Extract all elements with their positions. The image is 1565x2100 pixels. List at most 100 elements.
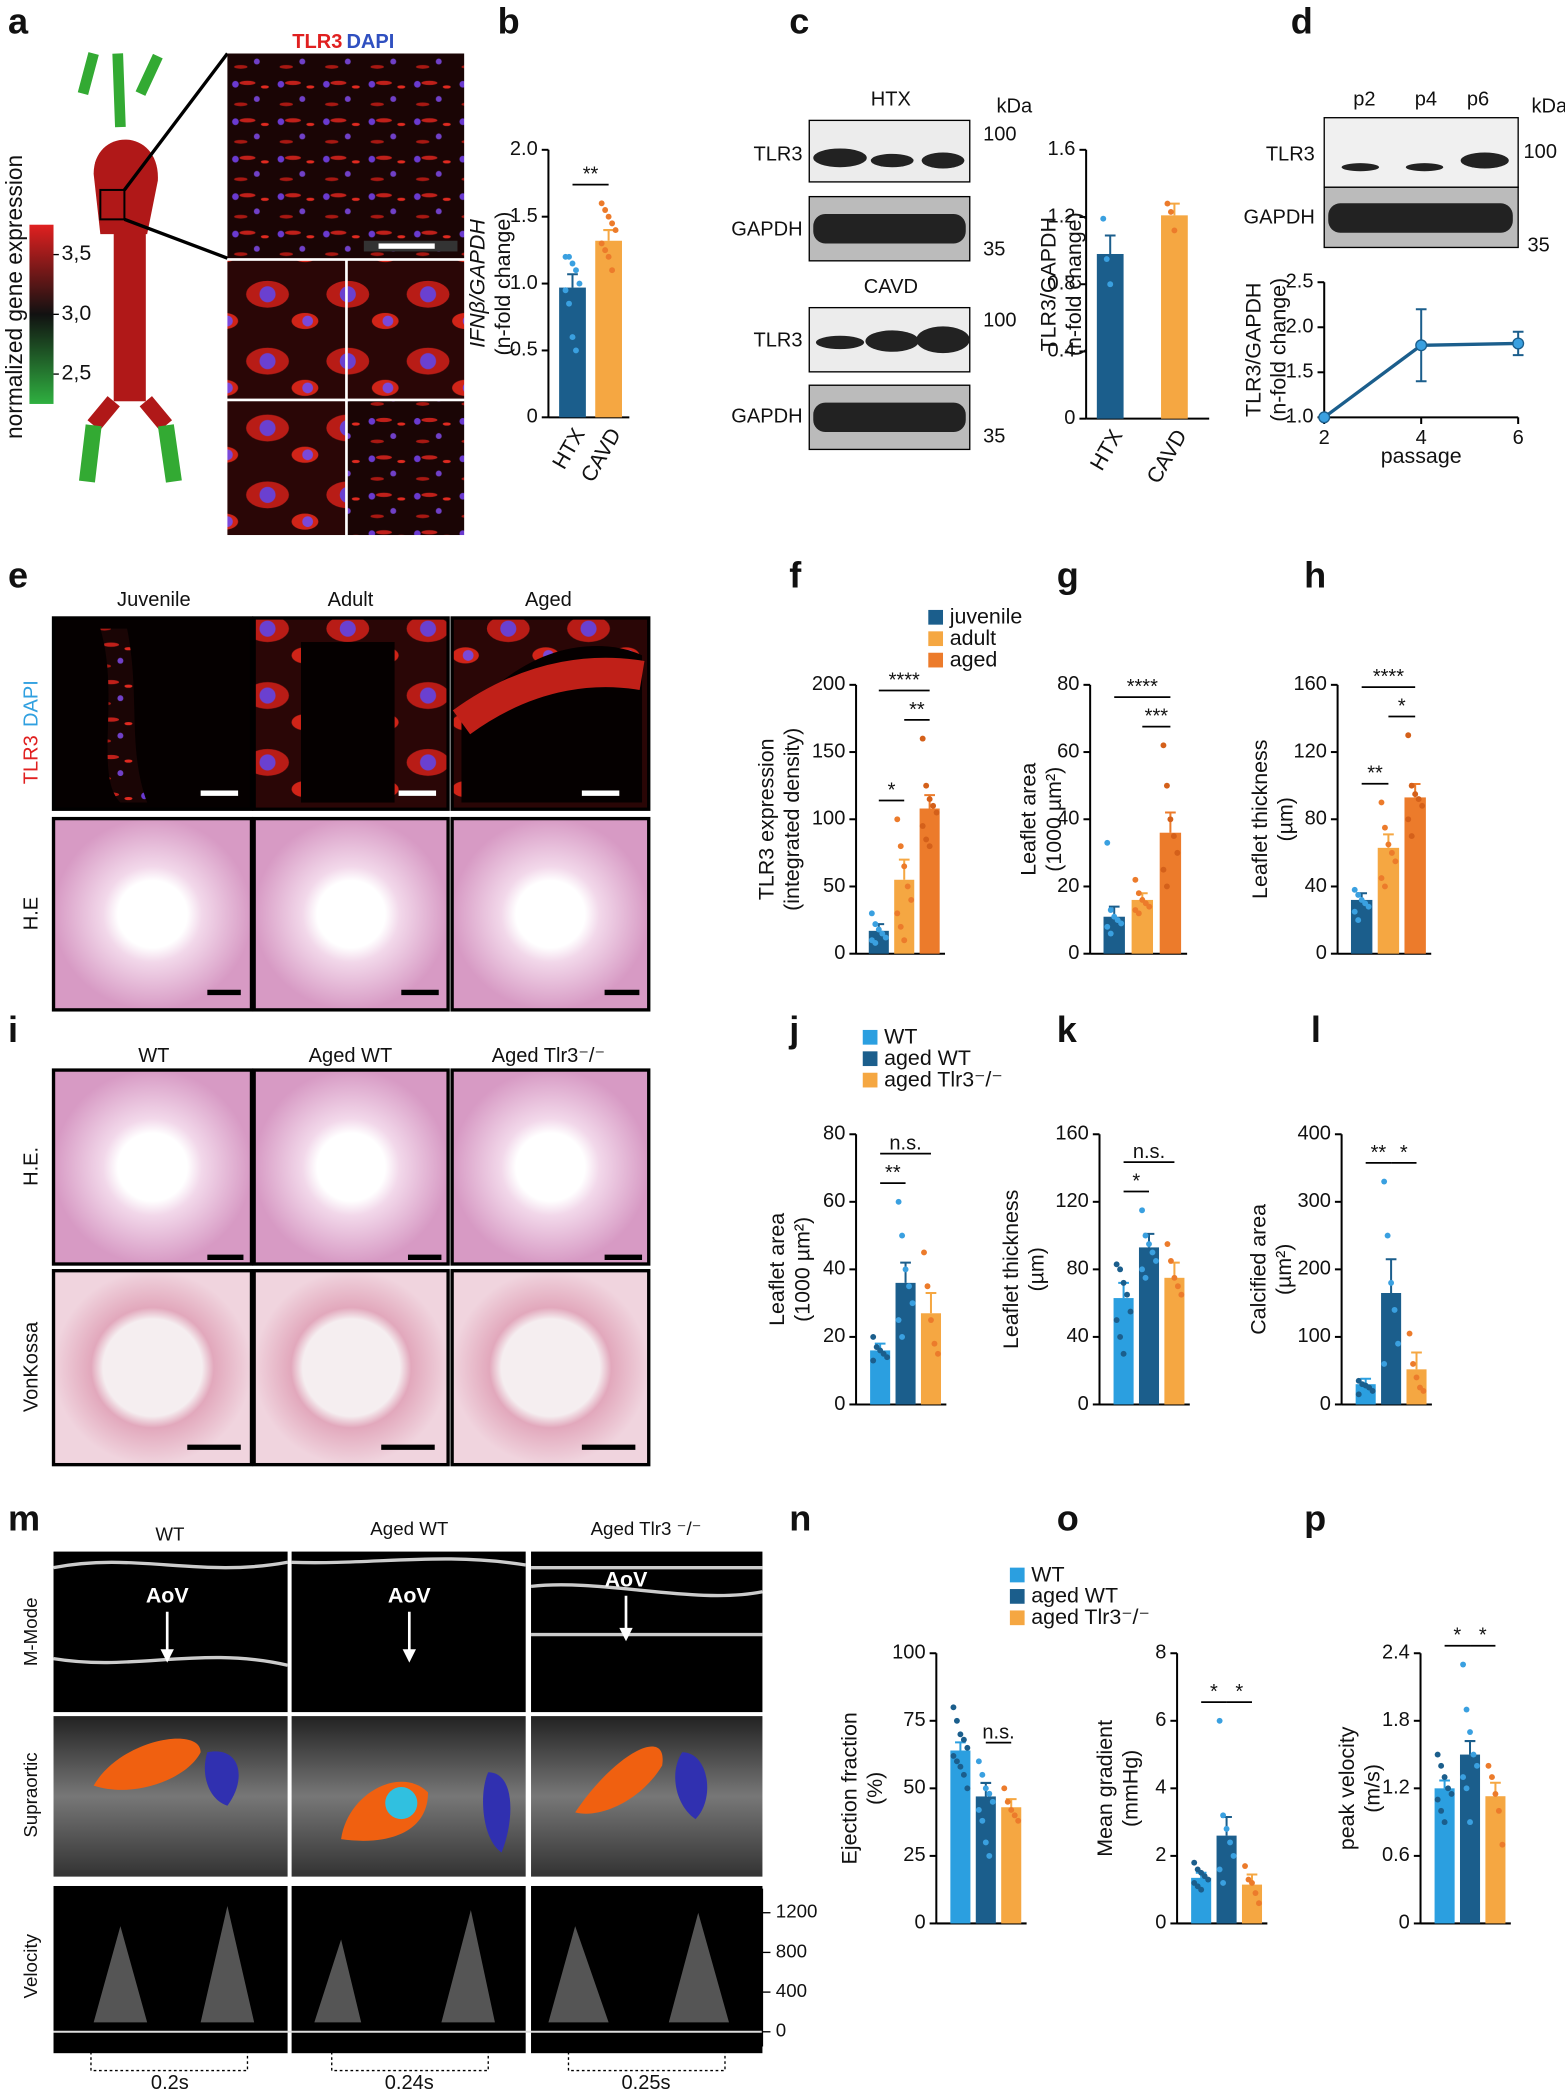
data-point — [1227, 1839, 1233, 1846]
bar — [1164, 1277, 1185, 1405]
data-point — [884, 1354, 891, 1361]
data-point — [894, 910, 901, 917]
bar — [1434, 1788, 1455, 1924]
data-point — [1388, 849, 1395, 856]
error-bar — [1104, 234, 1116, 254]
x-tick-label: CAVD — [1142, 425, 1192, 487]
scale-bars — [187, 790, 643, 1450]
significance-label: ** — [909, 699, 925, 721]
data-point — [1448, 1791, 1455, 1797]
y-tick-label: 1.2 — [1048, 205, 1076, 227]
data-point — [1492, 1791, 1499, 1797]
data-point — [960, 1771, 967, 1778]
data-point — [1434, 1751, 1441, 1758]
bar — [919, 808, 940, 954]
micrographs — [227, 53, 465, 536]
row-label: H.E — [20, 897, 42, 930]
y-tick-label: 1.5 — [1286, 361, 1314, 383]
data-point — [899, 1232, 906, 1239]
y-tick-label: 1.0 — [510, 272, 538, 294]
data-point — [1146, 1241, 1152, 1247]
legend-label: aged WT — [884, 1046, 971, 1070]
data-point — [1355, 891, 1362, 898]
data-point — [1163, 782, 1170, 789]
y-tick-label: 2.0 — [510, 138, 538, 160]
y-axis-label: (µm) — [1025, 1247, 1049, 1291]
data-point — [1160, 866, 1167, 873]
y-tick-label: 0.5 — [510, 339, 538, 361]
data-point — [1410, 1360, 1416, 1367]
significance-label: **** — [1373, 666, 1404, 688]
legend-swatch — [1009, 1589, 1025, 1604]
panel-letter: m — [8, 1497, 40, 1538]
echo-images — [53, 1551, 763, 2072]
error-bar — [603, 229, 614, 241]
significance-label: **** — [1127, 676, 1158, 698]
data-point — [1499, 1841, 1506, 1848]
data-point — [975, 1807, 982, 1813]
y-tick-label: 0.8 — [1048, 273, 1076, 295]
data-point — [930, 802, 937, 809]
data-point — [1124, 1291, 1131, 1298]
data-point — [989, 1798, 996, 1805]
column-label: Aged WT — [309, 1045, 393, 1067]
panel-letter: c — [789, 1, 809, 42]
data-point — [598, 200, 605, 207]
bar — [920, 1313, 942, 1405]
data-point — [1167, 816, 1174, 823]
error-bar — [1385, 1258, 1397, 1294]
unit-label: kDa — [997, 95, 1034, 117]
data-point — [1117, 1333, 1124, 1340]
data-point — [1135, 910, 1142, 917]
data-point — [934, 1350, 941, 1357]
y-tick-label: 1.5 — [510, 205, 538, 227]
colorbar-tick-label: 3,5 — [62, 241, 92, 265]
data-point — [1467, 1729, 1473, 1735]
data-point — [1351, 908, 1358, 915]
bar — [1459, 1754, 1481, 1924]
y-tick-label: 120 — [1055, 1190, 1088, 1212]
band-label: GAPDH — [1244, 206, 1315, 228]
y-axis-label: Ejection fraction — [837, 1712, 861, 1864]
y-tick-label: 100 — [892, 1642, 925, 1664]
significance-label: * — [1400, 1142, 1408, 1164]
legend-swatch — [928, 652, 944, 668]
data-point — [908, 896, 915, 903]
data-point — [1388, 1279, 1395, 1286]
data-point — [1474, 1762, 1480, 1769]
group-label: CAVD — [864, 276, 918, 298]
column-label: Juvenile — [117, 589, 191, 611]
data-point — [1378, 799, 1385, 806]
y-axis-label: (n-fold change) — [1267, 278, 1291, 422]
legend-label: aged Tlr3⁻/⁻ — [1031, 1605, 1150, 1629]
significance-label: * — [1210, 1681, 1218, 1703]
data-point — [904, 883, 911, 890]
data-point — [569, 334, 576, 341]
panel-letter: k — [1057, 1009, 1078, 1050]
data-point — [872, 939, 879, 946]
lane-label: p4 — [1415, 89, 1437, 111]
y-tick-label: 40 — [1305, 875, 1327, 897]
y-axis-label: Leaflet thickness — [999, 1190, 1023, 1349]
marker — [1415, 339, 1428, 352]
legend-label: adult — [950, 626, 996, 650]
y-axis-label: (m/s) — [1360, 1764, 1384, 1813]
data-point — [1351, 886, 1358, 893]
data-point — [953, 1758, 960, 1765]
band-label: GAPDH — [731, 406, 802, 428]
significance-label: *** — [1145, 706, 1169, 728]
panel-letter: g — [1057, 554, 1079, 595]
data-point — [1107, 281, 1114, 288]
data-point — [573, 267, 579, 274]
panel-letter: f — [789, 554, 802, 595]
significance-label: * — [1398, 695, 1406, 717]
y-axis-label: Leaflet area — [1017, 763, 1041, 876]
y-tick-label: 200 — [812, 673, 845, 695]
data-point — [901, 863, 908, 870]
data-point — [1467, 1819, 1473, 1826]
data-point — [1216, 1866, 1223, 1873]
marker-label: 35 — [983, 238, 1005, 260]
data-point — [1220, 1879, 1227, 1886]
unit-label: kDa — [1532, 95, 1565, 117]
data-point — [1463, 1785, 1470, 1792]
